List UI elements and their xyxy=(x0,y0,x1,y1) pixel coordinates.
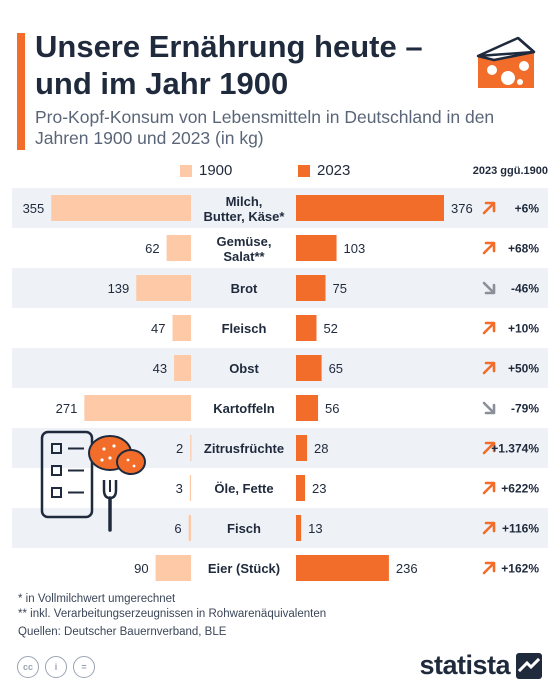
arrow-down-icon xyxy=(482,401,496,415)
bar-1900 xyxy=(166,235,191,261)
page-title: Unsere Ernährung heute – und im Jahr 190… xyxy=(35,29,423,101)
bar-1900 xyxy=(174,355,191,381)
value-label-2023: 103 xyxy=(344,241,366,256)
bar-2023 xyxy=(296,315,317,341)
value-label-2023: 56 xyxy=(325,401,339,416)
value-label-1900: 2 xyxy=(176,441,183,456)
bar-1900 xyxy=(190,435,192,461)
legend: 1900 2023 2023 ggü.1900 xyxy=(0,162,560,184)
statista-logo-mark-icon xyxy=(516,652,542,679)
value-label-2023: 65 xyxy=(329,361,343,376)
value-label-1900: 355 xyxy=(23,201,45,216)
change-label: +50% xyxy=(508,362,539,376)
menu-fork-icon xyxy=(40,430,146,532)
attribution-icon[interactable]: i xyxy=(45,656,67,678)
statista-logo[interactable]: statista xyxy=(419,650,542,681)
change-label: +116% xyxy=(502,522,539,536)
footnotes: * in Vollmilchwert umgerechnet ** inkl. … xyxy=(18,592,538,640)
bar-1900 xyxy=(155,555,191,581)
category-label: Öle, Fette xyxy=(214,481,273,496)
license-icons: cc i = xyxy=(17,656,95,678)
bar-2023 xyxy=(296,555,389,581)
value-label-1900: 139 xyxy=(108,281,130,296)
category-label: Gemüse, Salat** xyxy=(217,234,272,264)
bar-1900 xyxy=(84,395,191,421)
title-accent-bar xyxy=(17,33,25,150)
bar-1900 xyxy=(189,475,192,501)
legend-swatch-2023 xyxy=(298,164,310,177)
page-subtitle: Pro-Kopf-Konsum von Lebensmitteln in Deu… xyxy=(35,107,495,148)
bar-1900 xyxy=(172,315,191,341)
value-label-1900: 271 xyxy=(56,401,78,416)
bar-2023 xyxy=(296,195,444,221)
arrow-up-icon xyxy=(482,321,496,335)
category-label: Eier (Stück) xyxy=(208,561,280,576)
value-label-1900: 62 xyxy=(145,241,159,256)
arrow-up-icon xyxy=(482,241,496,255)
value-label-2023: 52 xyxy=(323,321,337,336)
legend-label-1900: 1900 xyxy=(199,162,233,179)
value-label-2023: 28 xyxy=(314,441,328,456)
value-label-2023: 13 xyxy=(308,521,322,536)
footnote-2: ** inkl. Verarbeitungserzeugnissen in Ro… xyxy=(18,608,327,620)
bar-1900 xyxy=(188,515,191,541)
bar-2023 xyxy=(296,355,322,381)
category-label: Brot xyxy=(231,281,258,296)
value-label-1900: 90 xyxy=(134,561,148,576)
value-label-1900: 47 xyxy=(151,321,165,336)
category-label: Fleisch xyxy=(222,321,267,336)
change-label: +1.374% xyxy=(491,442,539,456)
value-label-1900: 6 xyxy=(174,521,181,536)
change-column-header: 2023 ggü.1900 xyxy=(472,165,548,177)
statista-logo-text: statista xyxy=(419,650,510,680)
category-label: Fisch xyxy=(227,521,261,536)
change-label: +6% xyxy=(515,202,540,216)
change-label: +162% xyxy=(501,562,539,576)
value-label-2023: 75 xyxy=(333,281,347,296)
value-label-1900: 43 xyxy=(153,361,167,376)
row-shade xyxy=(12,348,548,388)
arrow-up-icon xyxy=(482,201,496,215)
arrow-up-icon xyxy=(482,481,496,495)
legend-item-1900: 1900 xyxy=(180,162,232,179)
arrow-up-icon xyxy=(482,561,496,575)
change-label: +68% xyxy=(508,242,539,256)
bar-2023 xyxy=(296,235,337,261)
bar-2023 xyxy=(296,275,326,301)
legend-swatch-1900 xyxy=(180,164,192,177)
change-label: -46% xyxy=(511,282,539,296)
arrow-up-icon xyxy=(482,521,496,535)
value-label-1900: 3 xyxy=(176,481,183,496)
value-label-2023: 236 xyxy=(396,561,418,576)
sources-note: Quellen: Deutscher Bauernverband, BLE xyxy=(18,626,227,638)
change-label: +622% xyxy=(501,482,539,496)
category-label: Obst xyxy=(229,361,259,376)
category-label: Kartoffeln xyxy=(213,401,274,416)
legend-label-2023: 2023 xyxy=(317,162,351,179)
bar-2023 xyxy=(296,435,308,461)
value-label-2023: 23 xyxy=(312,481,326,496)
bar-2023 xyxy=(296,395,319,421)
creative-commons-icon[interactable]: cc xyxy=(17,656,39,678)
no-derivatives-icon[interactable]: = xyxy=(73,656,95,678)
value-label-2023: 376 xyxy=(451,201,473,216)
bar-2023 xyxy=(296,475,306,501)
arrow-up-icon xyxy=(482,441,496,455)
row-shade xyxy=(12,268,548,308)
category-label: Milch, Butter, Käse* xyxy=(204,194,286,224)
cheese-icon xyxy=(476,36,536,88)
row-shade xyxy=(12,508,548,548)
change-label: +10% xyxy=(508,322,539,336)
arrow-down-icon xyxy=(482,281,496,295)
arrow-up-icon xyxy=(482,361,496,375)
category-label: Zitrusfrüchte xyxy=(204,441,284,456)
change-label: -79% xyxy=(511,402,539,416)
legend-item-2023: 2023 xyxy=(298,162,350,179)
bar-1900 xyxy=(136,275,191,301)
bar-2023 xyxy=(296,515,302,541)
footnote-1: * in Vollmilchwert umgerechnet xyxy=(18,593,176,605)
bar-1900 xyxy=(51,195,191,221)
